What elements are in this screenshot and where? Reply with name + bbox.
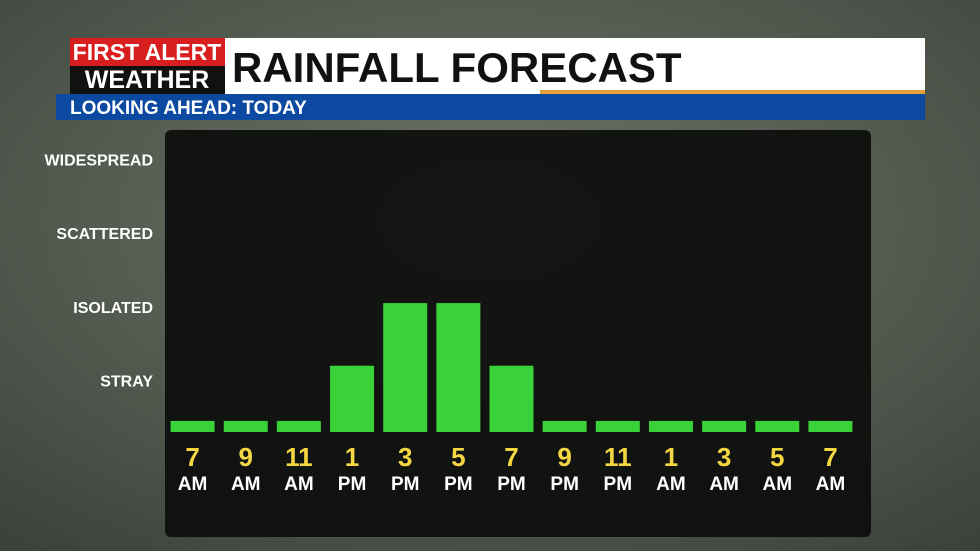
logo-bottom-box xyxy=(70,66,225,94)
x-tick-period: PM xyxy=(444,474,473,495)
x-tick-period: PM xyxy=(497,474,526,495)
x-tick-label: 9 xyxy=(557,442,571,472)
x-tick-period: AM xyxy=(178,474,208,495)
x-tick-label: 7 xyxy=(185,442,199,472)
logo-top: FIRST ALERT xyxy=(73,39,222,65)
header-accent xyxy=(540,90,925,94)
x-tick-period: PM xyxy=(338,474,367,495)
chart-subtitle: LOOKING AHEAD: TODAY xyxy=(70,98,307,119)
bar xyxy=(276,420,321,432)
x-tick-period: AM xyxy=(762,474,792,495)
x-tick-label: 1 xyxy=(664,442,678,472)
y-tick-label: WIDESPREAD xyxy=(45,152,153,169)
bar xyxy=(170,420,215,432)
bar xyxy=(808,420,853,432)
subtitle-bar xyxy=(56,94,925,120)
x-tick-period: AM xyxy=(284,474,314,495)
bar xyxy=(648,420,693,432)
x-tick-period: AM xyxy=(231,474,261,495)
x-tick-label: 11 xyxy=(604,442,632,472)
x-tick-period: PM xyxy=(604,474,633,495)
bar xyxy=(223,420,268,432)
x-tick-label: 5 xyxy=(451,442,465,472)
x-tick-period: AM xyxy=(816,474,846,495)
bar xyxy=(542,420,587,432)
bar xyxy=(595,420,640,432)
x-tick-period: PM xyxy=(391,474,420,495)
chart-title: RAINFALL FORECAST xyxy=(232,44,682,91)
x-tick-period: PM xyxy=(550,474,579,495)
bar xyxy=(755,420,800,432)
plot-panel xyxy=(165,130,871,537)
x-tick-label: 3 xyxy=(717,442,731,472)
x-tick-label: 1 xyxy=(345,442,359,472)
x-tick-label: 9 xyxy=(238,442,252,472)
bar xyxy=(330,365,375,432)
logo-top-box xyxy=(70,38,225,66)
x-tick-label: 7 xyxy=(823,442,837,472)
bar xyxy=(702,420,747,432)
x-tick-label: 7 xyxy=(504,442,518,472)
bar xyxy=(489,365,534,432)
x-tick-label: 3 xyxy=(398,442,412,472)
x-tick-period: AM xyxy=(709,474,739,495)
y-tick-label: ISOLATED xyxy=(73,300,153,317)
y-tick-label: STRAY xyxy=(100,373,153,390)
bar xyxy=(383,303,428,432)
y-tick-label: SCATTERED xyxy=(56,226,153,243)
bar xyxy=(436,303,481,432)
x-tick-label: 11 xyxy=(285,442,313,472)
x-tick-period: AM xyxy=(656,474,686,495)
x-tick-label: 5 xyxy=(770,442,784,472)
logo-bottom: WEATHER xyxy=(85,66,210,94)
